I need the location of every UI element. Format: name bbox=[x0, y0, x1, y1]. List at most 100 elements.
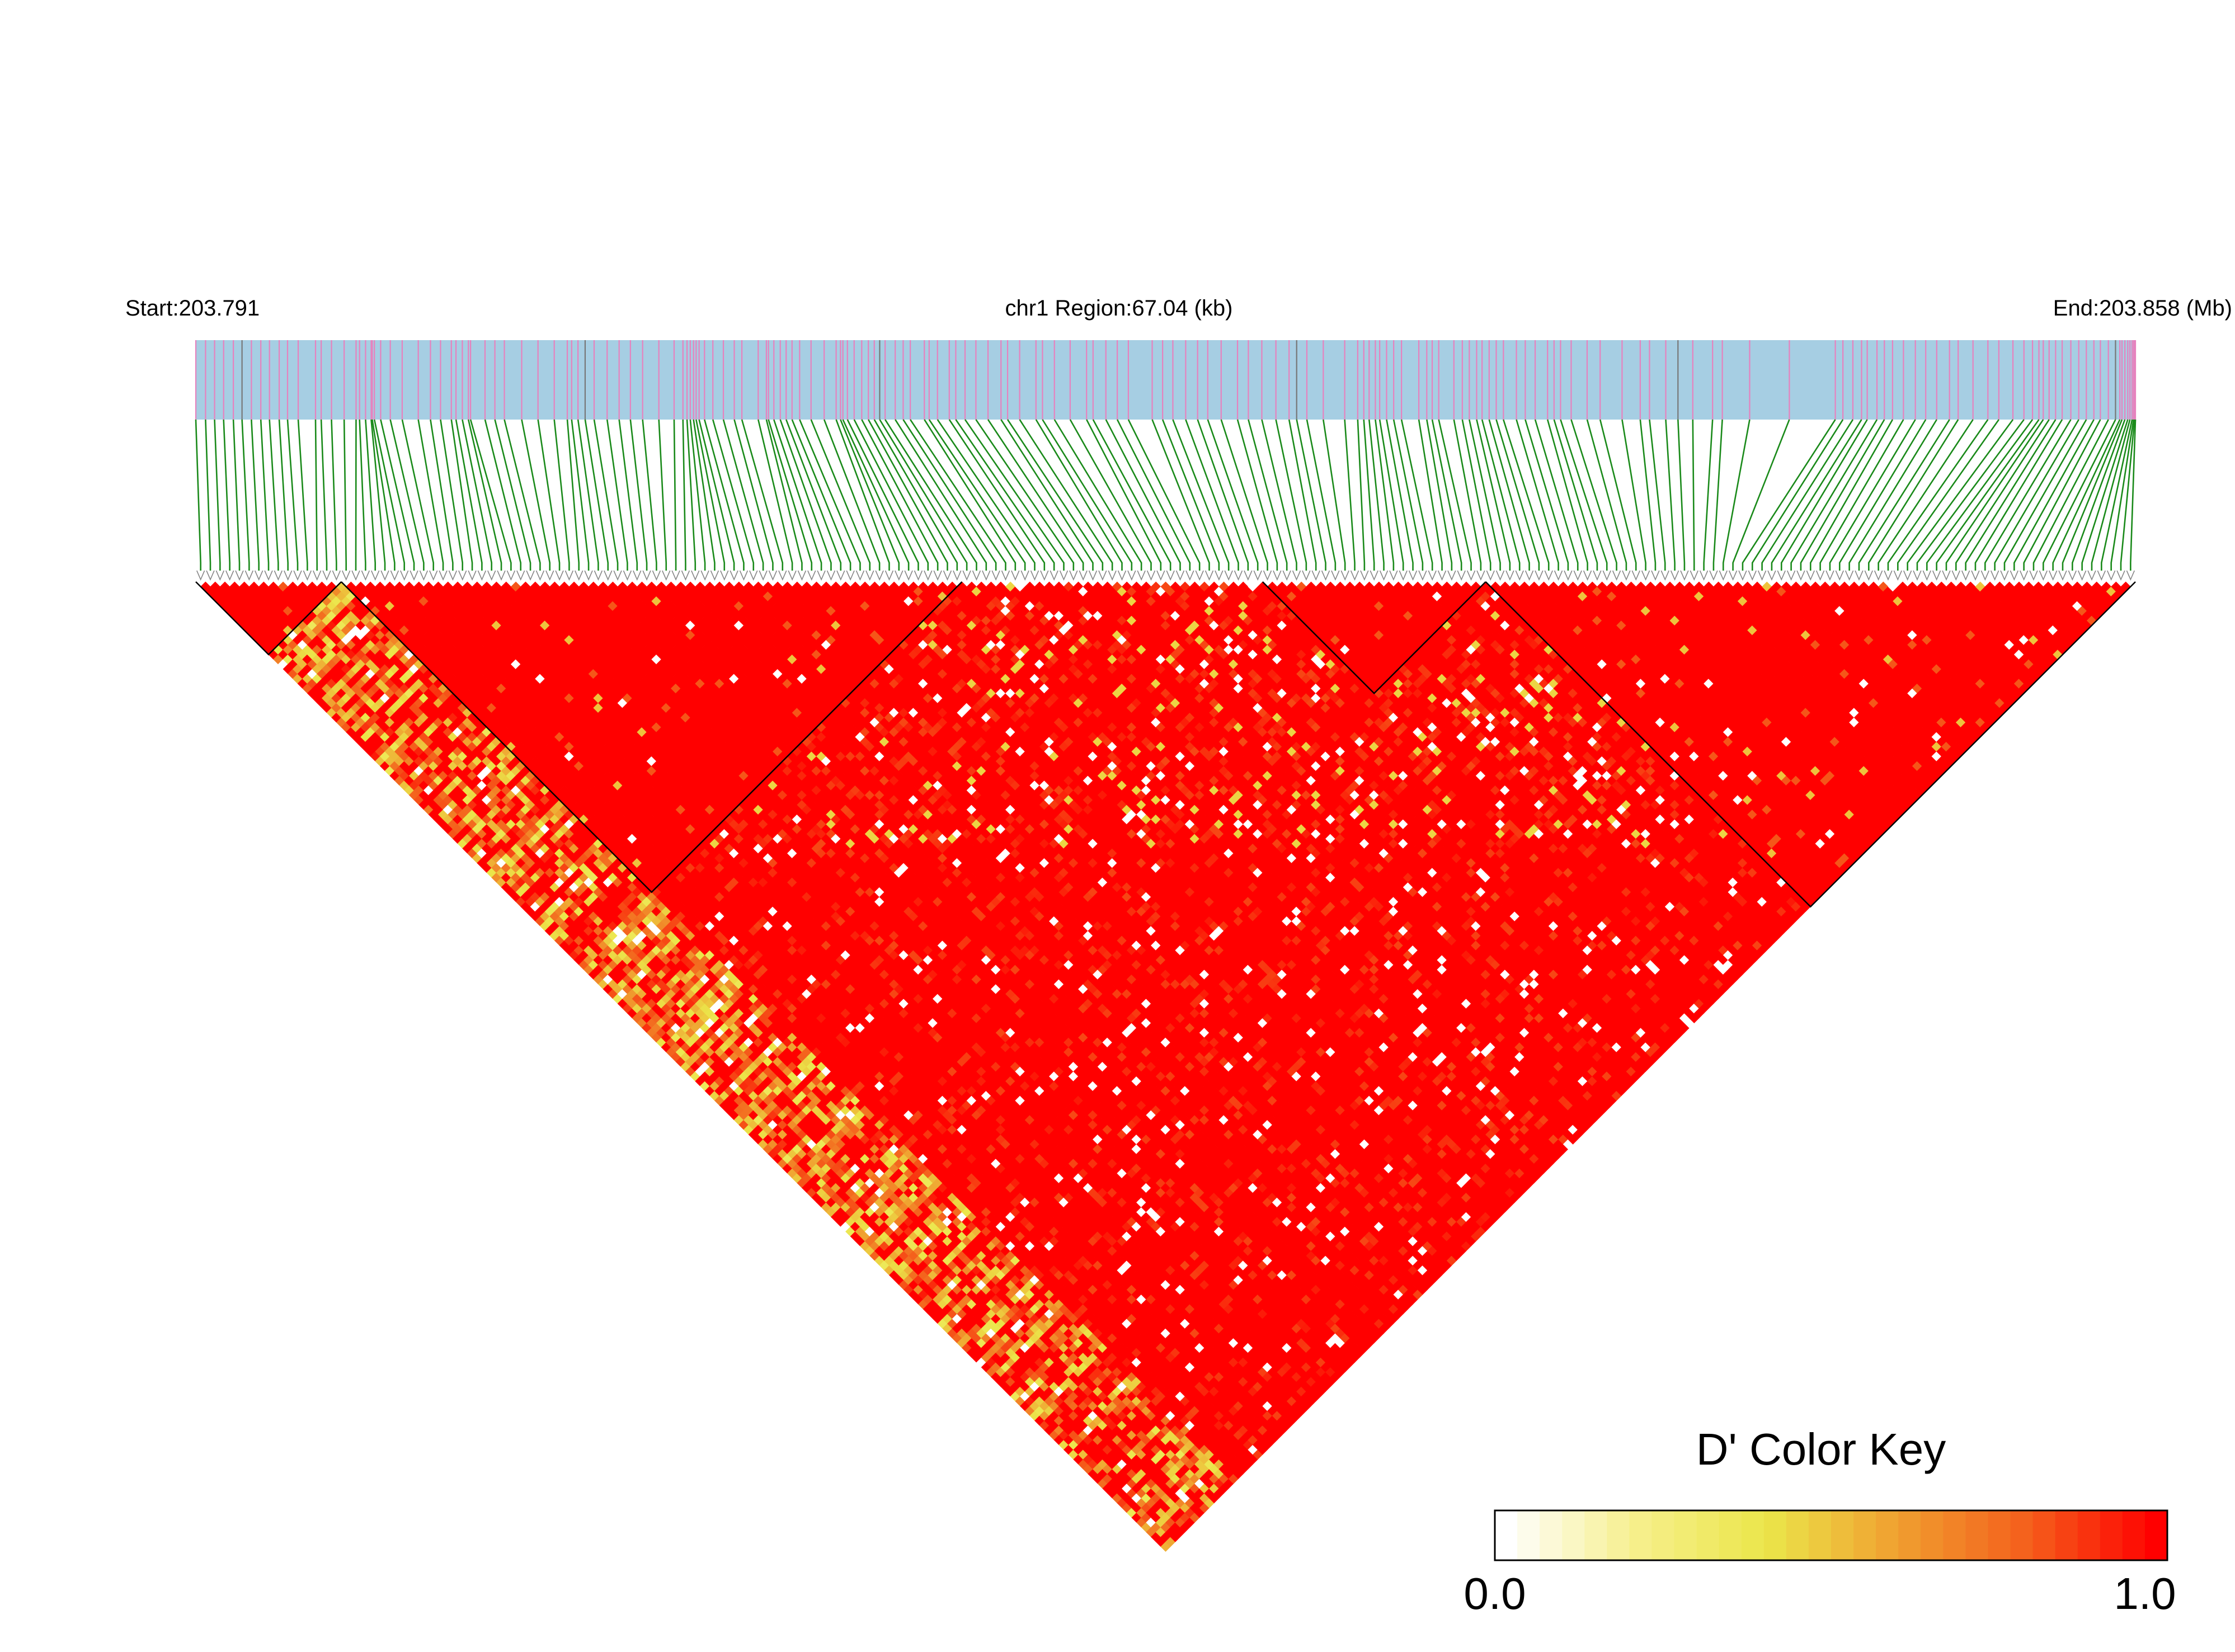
snp-column-marker bbox=[1758, 571, 1766, 580]
snp-column-marker bbox=[2097, 571, 2105, 580]
snp-column-marker bbox=[1225, 571, 1232, 580]
snp-column-marker bbox=[788, 571, 796, 580]
snp-connector-line bbox=[332, 420, 337, 571]
snp-column-marker bbox=[1206, 571, 1213, 580]
snp-connector-line bbox=[572, 420, 589, 571]
snp-connector-line bbox=[1535, 420, 1578, 571]
snp-column-marker bbox=[1651, 571, 1659, 580]
snp-connector-line bbox=[1879, 420, 1973, 571]
snp-column-marker bbox=[2126, 571, 2134, 580]
snp-column-marker bbox=[313, 571, 321, 580]
snp-column-marker bbox=[643, 571, 651, 580]
snp-connector-line bbox=[1432, 420, 1461, 571]
snp-column-marker bbox=[857, 571, 864, 580]
snp-connector-line bbox=[1323, 420, 1345, 571]
snp-column-marker bbox=[1671, 571, 1679, 580]
snp-column-marker bbox=[1361, 571, 1368, 580]
snp-column-marker bbox=[1865, 571, 1872, 580]
snp-column-marker bbox=[846, 571, 854, 580]
snp-connector-line bbox=[2024, 420, 2101, 571]
snp-column-marker bbox=[1322, 571, 1330, 580]
snp-column-marker bbox=[1128, 571, 1136, 580]
snp-column-marker bbox=[1855, 571, 1863, 580]
snp-connector-line bbox=[495, 420, 530, 571]
snp-column-marker bbox=[1021, 571, 1029, 580]
snp-connector-line bbox=[371, 420, 385, 571]
snp-column-marker bbox=[992, 571, 1000, 580]
snp-column-marker bbox=[1729, 571, 1737, 580]
snp-connector-line bbox=[1714, 420, 1723, 571]
snp-connector-line bbox=[723, 420, 763, 571]
snp-column-marker bbox=[575, 571, 583, 580]
snp-connector-line bbox=[1364, 420, 1374, 571]
snp-column-marker bbox=[361, 571, 369, 580]
snp-column-marker bbox=[915, 571, 923, 580]
snp-column-marker bbox=[866, 571, 874, 580]
snp-connector-line bbox=[196, 420, 201, 571]
snp-connector-line bbox=[1975, 420, 2062, 571]
snp-column-marker bbox=[604, 571, 612, 580]
snp-connector-line bbox=[288, 420, 298, 571]
snp-connector-line bbox=[659, 420, 666, 571]
snp-column-marker bbox=[2001, 571, 2008, 580]
snp-connector-line bbox=[1791, 420, 1877, 571]
snp-column-marker bbox=[274, 571, 282, 580]
snp-connector-line bbox=[261, 420, 269, 571]
snp-column-marker bbox=[265, 571, 272, 580]
snp-column-marker bbox=[1642, 571, 1650, 580]
snp-column-marker bbox=[662, 571, 670, 580]
snp-connector-line bbox=[1600, 420, 1636, 571]
snp-column-marker bbox=[2068, 571, 2076, 580]
snp-column-marker bbox=[2020, 571, 2028, 580]
snp-connector-line bbox=[402, 420, 434, 571]
snp-column-marker bbox=[468, 571, 476, 580]
snp-connector-line bbox=[1649, 420, 1665, 571]
snp-column-marker bbox=[1806, 571, 1814, 580]
snp-connector-line bbox=[251, 420, 258, 571]
snp-column-marker bbox=[1486, 571, 1494, 580]
snp-column-marker bbox=[1952, 571, 1960, 580]
snp-column-marker bbox=[1884, 571, 1892, 580]
snp-connector-line bbox=[1678, 420, 1685, 571]
snp-column-marker bbox=[1962, 571, 1970, 580]
snp-column-marker bbox=[565, 571, 573, 580]
snp-column-marker bbox=[410, 571, 418, 580]
snp-column-marker bbox=[1060, 571, 1068, 580]
snp-column-marker bbox=[401, 571, 408, 580]
snp-column-marker bbox=[1584, 571, 1592, 580]
snp-column-marker bbox=[1419, 571, 1427, 580]
snp-column-marker bbox=[585, 571, 592, 580]
snp-connector-line bbox=[224, 420, 230, 571]
snp-column-marker bbox=[390, 571, 398, 580]
snp-column-marker bbox=[1002, 571, 1010, 580]
snp-column-marker bbox=[1235, 571, 1243, 580]
snp-connector-line bbox=[205, 420, 210, 571]
snp-column-marker bbox=[2030, 571, 2038, 580]
snp-column-marker bbox=[934, 571, 942, 580]
snp-column-marker bbox=[886, 571, 893, 580]
snp-column-marker bbox=[526, 571, 534, 580]
snp-connector-line bbox=[683, 420, 686, 571]
snp-column-marker bbox=[895, 571, 903, 580]
snp-connector-line bbox=[799, 420, 860, 571]
snp-column-marker bbox=[973, 571, 981, 580]
snp-column-marker bbox=[2088, 571, 2096, 580]
snp-column-marker bbox=[1244, 571, 1252, 580]
snp-column-marker bbox=[323, 571, 331, 580]
snp-column-marker bbox=[672, 571, 680, 580]
snp-column-marker bbox=[1477, 571, 1485, 580]
snp-column-marker bbox=[1797, 571, 1805, 580]
snp-column-marker bbox=[1293, 571, 1301, 580]
snp-connector-line bbox=[687, 420, 695, 571]
snp-column-marker bbox=[1777, 571, 1785, 580]
snp-column-marker bbox=[817, 571, 825, 580]
snp-connector-line bbox=[766, 420, 802, 571]
snp-connector-line bbox=[690, 420, 705, 571]
snp-column-marker bbox=[459, 571, 467, 580]
snp-column-marker bbox=[1768, 571, 1776, 580]
snp-column-marker bbox=[1409, 571, 1417, 580]
snp-column-marker bbox=[1428, 571, 1436, 580]
snp-column-marker bbox=[1177, 571, 1184, 580]
snp-connector-line bbox=[279, 420, 288, 571]
snp-connector-line bbox=[1693, 420, 1694, 571]
